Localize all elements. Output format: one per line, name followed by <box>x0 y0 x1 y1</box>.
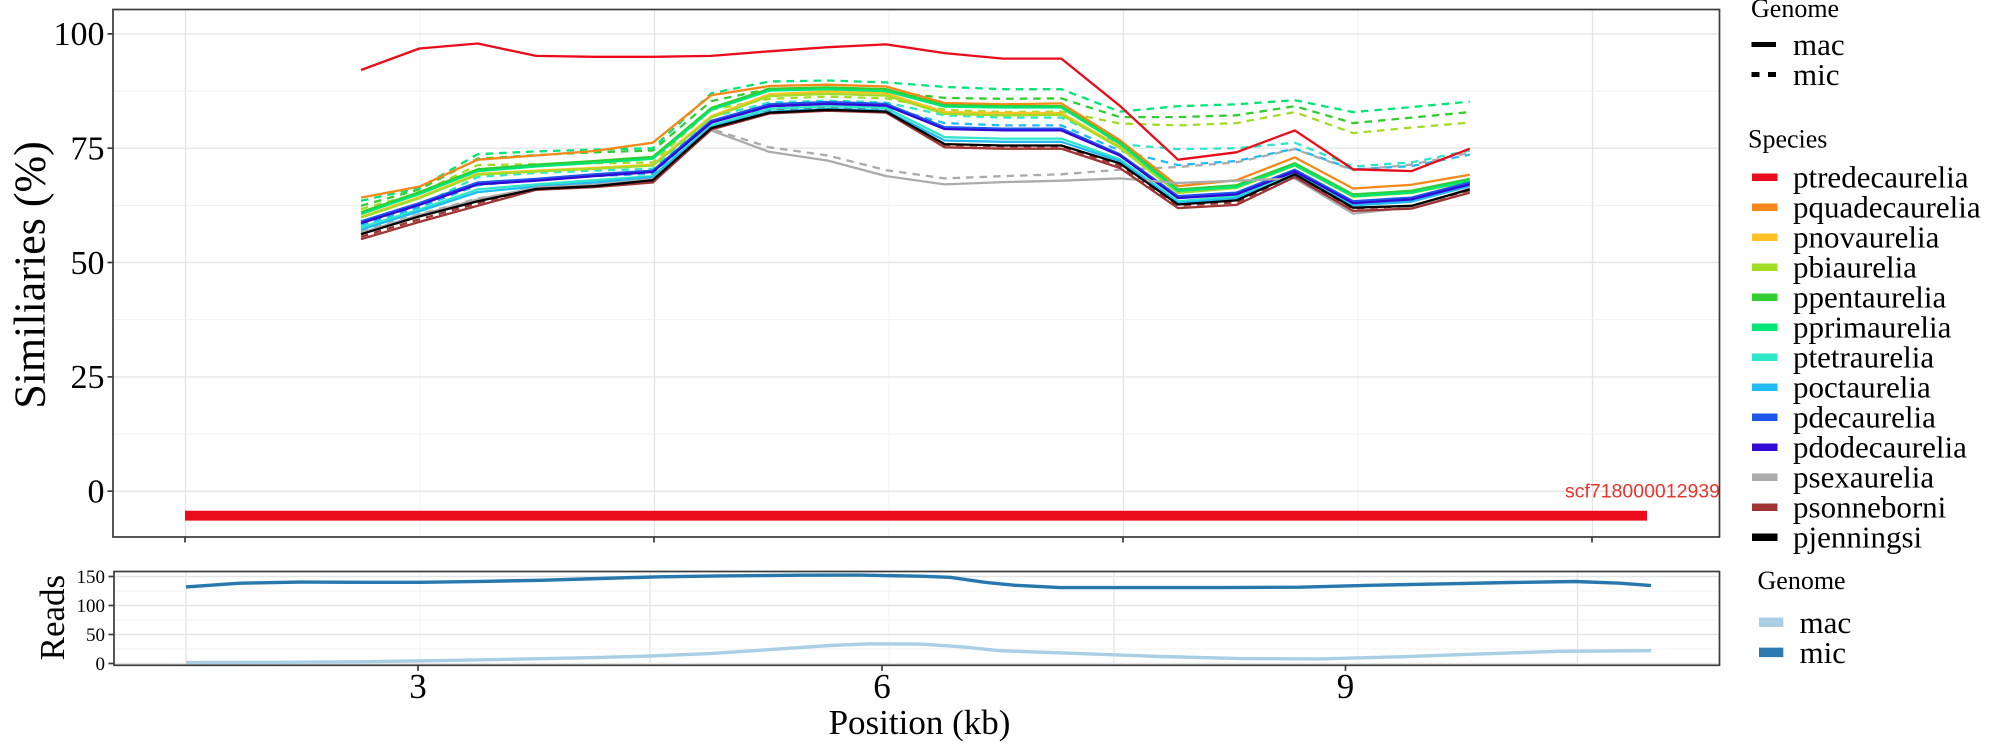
svg-text:ptredecaurelia: ptredecaurelia <box>1793 160 1969 195</box>
svg-text:pnovaurelia: pnovaurelia <box>1793 220 1940 255</box>
svg-text:psexaurelia: psexaurelia <box>1793 460 1934 495</box>
svg-text:50: 50 <box>71 245 105 282</box>
svg-text:50: 50 <box>86 625 105 646</box>
svg-text:psonneborni: psonneborni <box>1793 490 1947 525</box>
svg-text:ppentaurelia: ppentaurelia <box>1793 280 1946 315</box>
svg-text:pquadecaurelia: pquadecaurelia <box>1793 190 1981 225</box>
svg-text:mic: mic <box>1793 57 1840 92</box>
svg-text:poctaurelia: poctaurelia <box>1793 370 1931 405</box>
svg-text:Similiaries (%): Similiaries (%) <box>6 141 55 409</box>
svg-text:100: 100 <box>54 16 105 53</box>
svg-text:pprimaurelia: pprimaurelia <box>1793 310 1952 345</box>
svg-text:pjenningsi: pjenningsi <box>1793 520 1923 555</box>
svg-text:pdecaurelia: pdecaurelia <box>1793 400 1936 435</box>
svg-text:mic: mic <box>1800 635 1847 670</box>
svg-text:9: 9 <box>1337 667 1355 706</box>
svg-text:pbiaurelia: pbiaurelia <box>1793 250 1917 285</box>
svg-text:ptetraurelia: ptetraurelia <box>1793 340 1934 375</box>
svg-text:pdodecaurelia: pdodecaurelia <box>1793 430 1967 465</box>
svg-text:Species: Species <box>1748 125 1827 154</box>
svg-text:0: 0 <box>96 654 106 675</box>
svg-text:75: 75 <box>71 131 105 168</box>
svg-text:3: 3 <box>409 667 427 706</box>
svg-text:100: 100 <box>77 596 106 617</box>
svg-text:0: 0 <box>88 474 105 511</box>
svg-text:25: 25 <box>71 359 105 396</box>
svg-text:scf718000012939: scf718000012939 <box>1565 481 1720 503</box>
svg-text:Genome: Genome <box>1751 0 1839 23</box>
svg-text:Position (kb): Position (kb) <box>829 703 1011 742</box>
svg-text:mac: mac <box>1793 27 1845 62</box>
svg-text:150: 150 <box>77 567 106 588</box>
svg-text:Reads: Reads <box>33 575 72 661</box>
svg-text:Genome: Genome <box>1758 566 1846 595</box>
svg-text:6: 6 <box>873 667 891 706</box>
svg-text:mac: mac <box>1800 605 1852 640</box>
